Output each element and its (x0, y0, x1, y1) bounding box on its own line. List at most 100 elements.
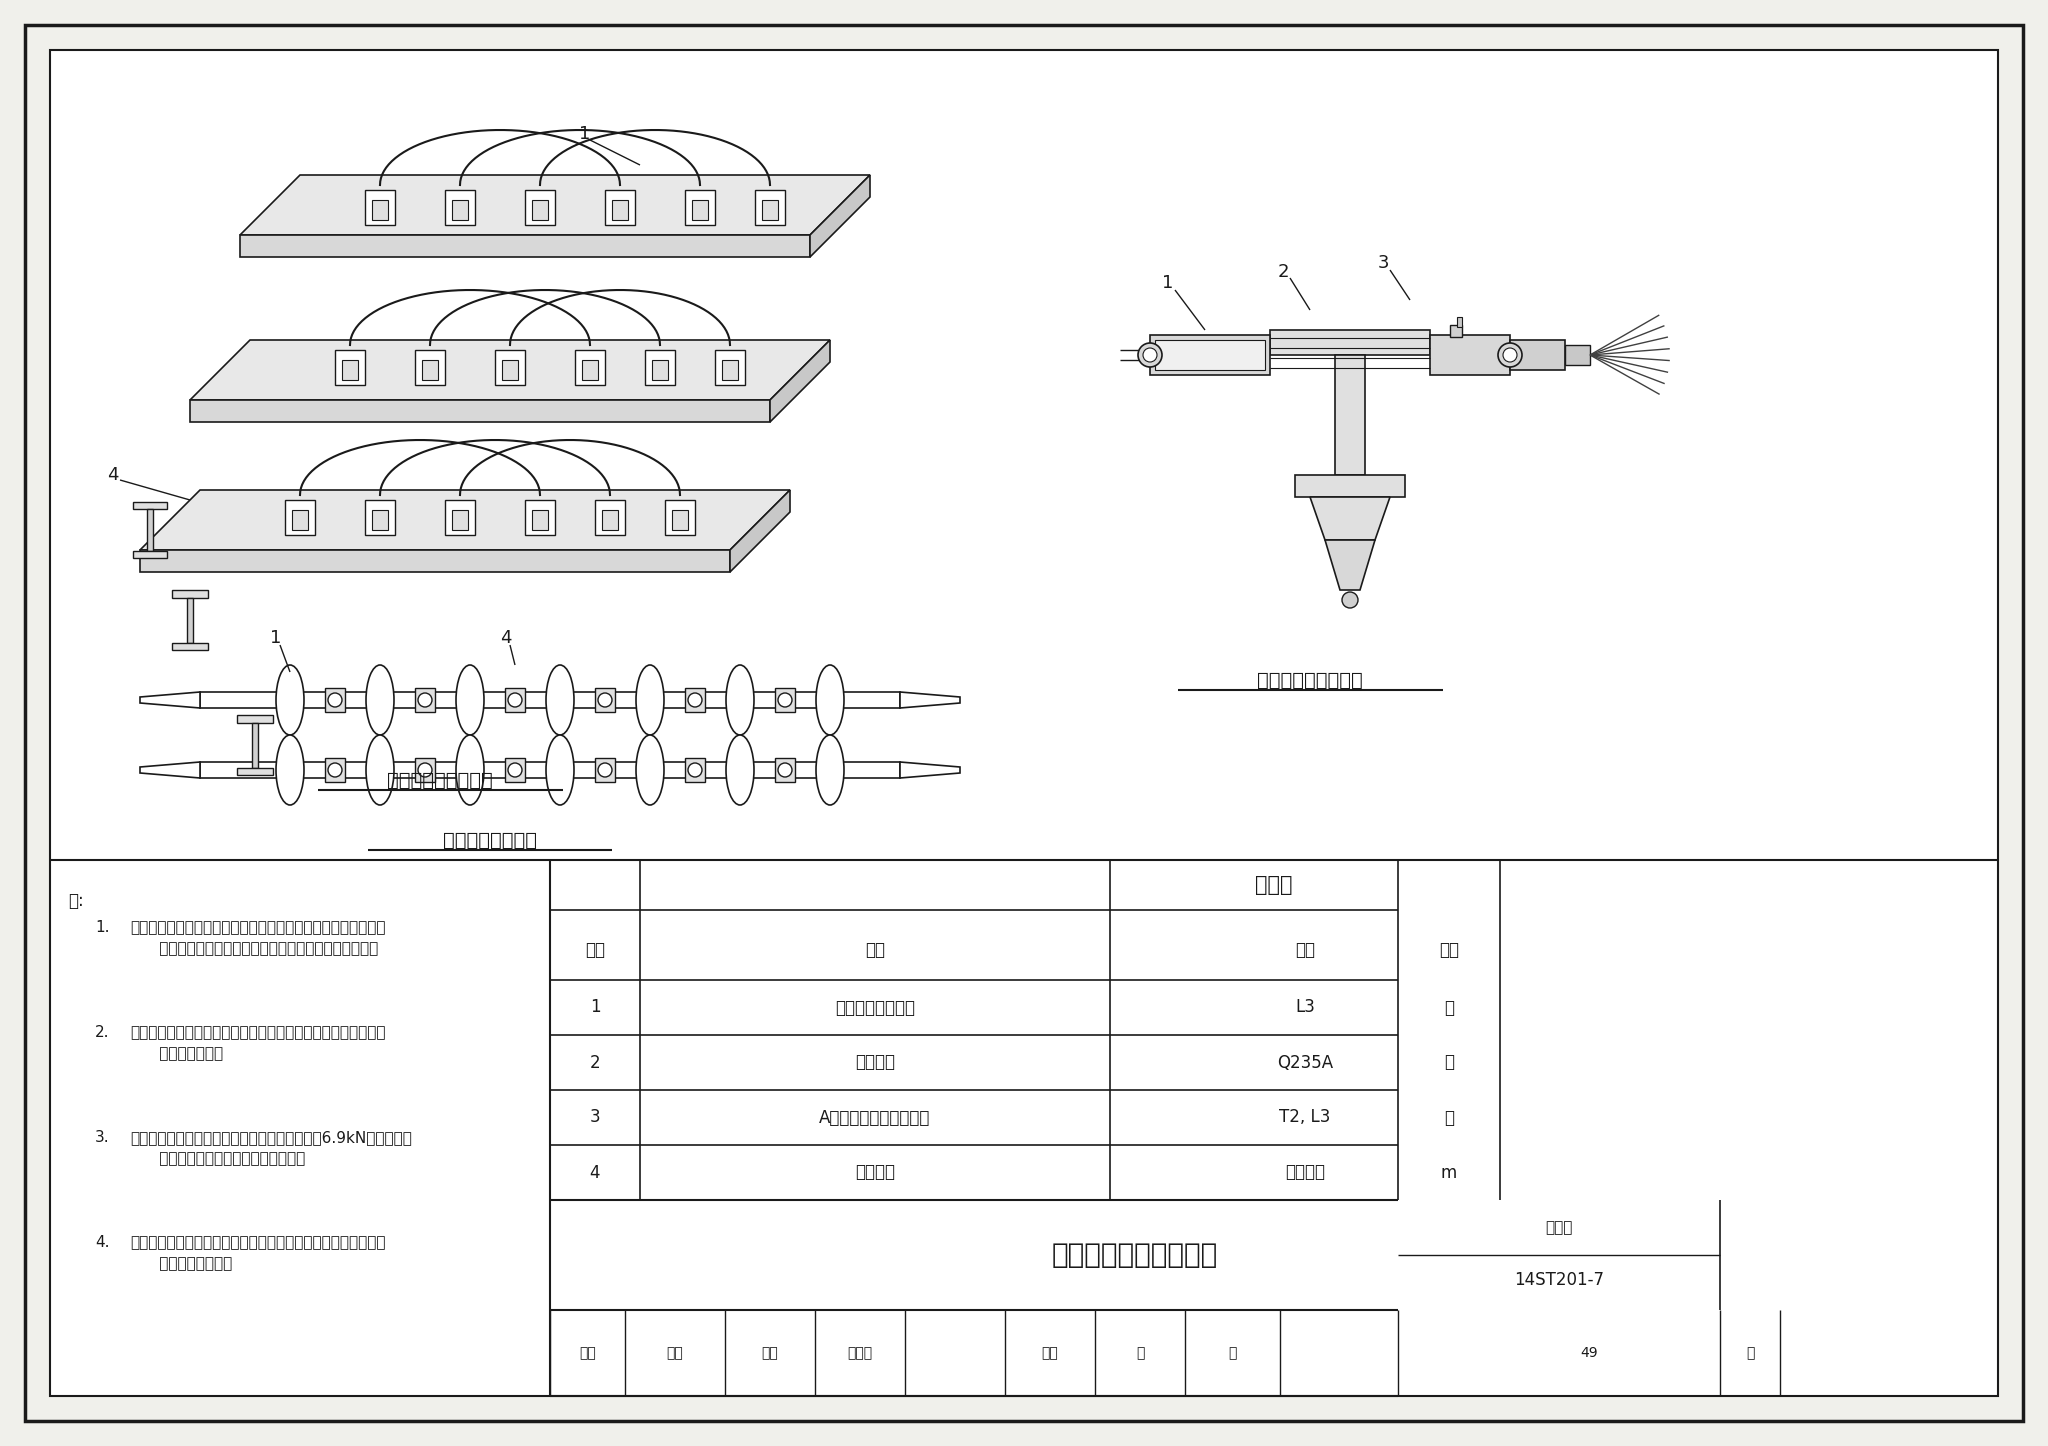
Bar (1335, 356, 1366, 474)
Text: 1.: 1. (94, 920, 109, 936)
Bar (684, 189, 715, 226)
Bar (147, 509, 152, 551)
Text: 件: 件 (1444, 999, 1454, 1017)
Text: 2: 2 (1278, 263, 1288, 281)
Ellipse shape (367, 735, 393, 805)
Text: 材料: 材料 (1294, 941, 1315, 959)
Text: m: m (1442, 1164, 1456, 1181)
Text: 件: 件 (1444, 1109, 1454, 1126)
Bar (238, 768, 272, 775)
Bar (326, 758, 344, 782)
Bar (524, 500, 555, 535)
Circle shape (598, 693, 612, 707)
Polygon shape (1311, 497, 1391, 539)
Bar (715, 350, 745, 385)
Text: 刚性悬挂电连接安装图: 刚性悬挂电连接安装图 (1053, 1241, 1219, 1270)
Ellipse shape (367, 665, 393, 735)
Text: T2, L3: T2, L3 (1280, 1109, 1331, 1126)
Text: 3: 3 (590, 1109, 600, 1126)
Circle shape (1497, 343, 1522, 367)
Text: 张: 张 (1137, 1346, 1145, 1361)
Text: 汇流排电连接线夹: 汇流排电连接线夹 (836, 999, 915, 1017)
Text: 4: 4 (590, 1164, 600, 1181)
Circle shape (328, 693, 342, 707)
Bar (326, 688, 344, 711)
Text: 注:: 注: (68, 892, 84, 910)
Text: 1: 1 (580, 124, 590, 143)
Circle shape (508, 763, 522, 777)
Text: 3.: 3. (94, 1129, 111, 1145)
Bar (502, 360, 518, 380)
Circle shape (1341, 591, 1358, 607)
Bar (582, 360, 598, 380)
Text: 图集号: 图集号 (1546, 1220, 1573, 1235)
Polygon shape (139, 762, 201, 778)
Bar (422, 360, 438, 380)
Text: 软铜绞线: 软铜绞线 (1284, 1164, 1325, 1181)
Text: 审核: 审核 (580, 1346, 596, 1361)
Bar (172, 642, 209, 649)
Bar (252, 723, 258, 768)
Bar (201, 762, 899, 778)
Bar (1155, 340, 1266, 370)
Bar (365, 189, 395, 226)
Text: 1: 1 (1163, 273, 1174, 292)
Text: L3: L3 (1294, 999, 1315, 1017)
Bar (373, 200, 387, 220)
Ellipse shape (815, 735, 844, 805)
Polygon shape (190, 340, 829, 401)
Bar (774, 688, 795, 711)
Bar (532, 200, 549, 220)
Text: 4: 4 (500, 629, 512, 646)
Bar (373, 510, 387, 531)
Bar (596, 688, 614, 711)
Bar (692, 200, 709, 220)
Bar (612, 200, 629, 220)
Polygon shape (899, 693, 961, 709)
Bar (575, 350, 604, 385)
Bar (524, 189, 555, 226)
Circle shape (688, 763, 702, 777)
Bar (506, 688, 524, 711)
Bar (365, 500, 395, 535)
Bar (453, 200, 469, 220)
Text: 电缆在建筑物上的固定应符合设计要求，安装牢固，排列整齐、
      美观，标志清晰。: 电缆在建筑物上的固定应符合设计要求，安装牢固，排列整齐、 美观，标志清晰。 (129, 1235, 385, 1271)
Circle shape (598, 763, 612, 777)
Bar (596, 758, 614, 782)
Polygon shape (811, 175, 870, 257)
Text: 设计: 设计 (1042, 1346, 1059, 1361)
Text: 1: 1 (270, 629, 283, 646)
Ellipse shape (725, 735, 754, 805)
Text: 电连接线与接线端子压接应良好，握紧力不小于6.9kN，绞线不应
      有松股和断股现象，电缆应无损伤。: 电连接线与接线端子压接应良好，握紧力不小于6.9kN，绞线不应 有松股和断股现象… (129, 1129, 412, 1165)
Bar (1430, 335, 1509, 375)
Text: 49: 49 (1581, 1346, 1597, 1361)
Polygon shape (190, 401, 770, 422)
Text: 电连接安装俯视图: 电连接安装俯视图 (442, 830, 537, 849)
Bar (416, 758, 434, 782)
Bar (444, 500, 475, 535)
Bar (723, 360, 737, 380)
Text: 14ST201-7: 14ST201-7 (1513, 1271, 1604, 1288)
Text: 材料表: 材料表 (1255, 875, 1292, 895)
Bar (532, 510, 549, 531)
Ellipse shape (637, 735, 664, 805)
Text: 单位: 单位 (1440, 941, 1458, 959)
Bar (496, 350, 524, 385)
Bar (416, 688, 434, 711)
Text: 4.: 4. (94, 1235, 109, 1249)
Ellipse shape (457, 735, 483, 805)
Text: 页: 页 (1745, 1346, 1755, 1361)
Text: 2.: 2. (94, 1025, 109, 1040)
Bar (762, 200, 778, 220)
Bar (684, 758, 705, 782)
Text: 1: 1 (590, 999, 600, 1017)
Ellipse shape (276, 735, 303, 805)
Circle shape (1143, 348, 1157, 362)
Bar (1565, 346, 1589, 364)
Bar (774, 758, 795, 782)
Polygon shape (1325, 539, 1374, 590)
Polygon shape (139, 490, 791, 549)
Text: 2: 2 (590, 1054, 600, 1071)
Bar (645, 350, 676, 385)
Bar (596, 500, 625, 535)
